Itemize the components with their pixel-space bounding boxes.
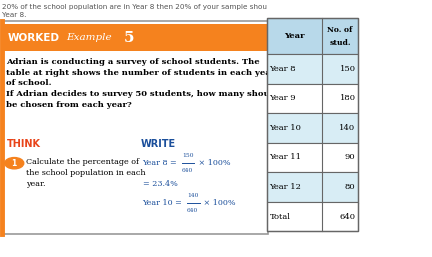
Bar [2,24,268,51]
Text: 150: 150 [340,65,356,73]
Text: Year 10 =: Year 10 = [143,199,185,207]
Text: 140: 140 [340,124,356,132]
Bar [267,143,358,172]
Text: Year: Year [284,32,305,40]
Text: 20% of the school population are in Year 8 then 20% of your sample shou: 20% of the school population are in Year… [2,4,267,10]
Bar [267,18,358,54]
Text: 640: 640 [340,213,356,221]
Bar [267,202,358,231]
Text: Year 9: Year 9 [270,94,296,102]
Bar [267,172,358,202]
Text: Year 11 =: Year 11 = [267,199,309,207]
Text: 80: 80 [345,183,356,191]
Text: × 100%: × 100% [196,159,230,167]
Bar [267,18,358,231]
Text: Year 8: Year 8 [270,65,296,73]
Text: 1: 1 [12,159,17,168]
Text: Adrian is conducting a survey of school students. The
table at right shows the n: Adrian is conducting a survey of school … [6,58,280,109]
Text: × 100%: × 100% [321,159,355,167]
Text: 640: 640 [307,168,318,173]
Text: × 100%: × 100% [325,199,360,207]
Text: No. of: No. of [327,25,353,33]
Circle shape [5,158,24,169]
Text: 180: 180 [307,153,318,159]
Text: THINK: THINK [6,139,41,149]
Text: 150: 150 [182,153,194,159]
Text: 90: 90 [311,194,319,198]
Text: Year 8.: Year 8. [2,12,26,18]
Text: 640: 640 [182,168,193,173]
Text: 5: 5 [124,31,134,44]
Text: 90: 90 [345,153,356,161]
Text: 640: 640 [311,208,323,213]
Text: 180: 180 [340,94,356,102]
Bar [267,113,358,143]
Text: × 100%: × 100% [201,199,235,207]
Text: = 28.1%: = 28.1% [267,180,302,188]
Text: WORKED: WORKED [7,33,59,42]
Bar [267,54,358,84]
Text: = 23.4%: = 23.4% [143,180,178,188]
Text: Calculate the percentage of
the school population in each
year.: Calculate the percentage of the school p… [26,158,146,188]
Text: Year 11: Year 11 [270,153,302,161]
Text: Total: Total [270,213,291,221]
Text: stud.: stud. [329,39,351,47]
FancyBboxPatch shape [2,21,268,234]
Bar [267,84,358,113]
Text: Year 9 =: Year 9 = [267,159,305,167]
Text: 140: 140 [187,194,198,198]
Text: WRITE: WRITE [140,139,175,149]
Text: Example: Example [66,33,112,42]
Text: Year 8 =: Year 8 = [143,159,180,167]
Text: 640: 640 [187,208,198,213]
Text: Year 12: Year 12 [270,183,302,191]
Text: Year 10: Year 10 [270,124,302,132]
